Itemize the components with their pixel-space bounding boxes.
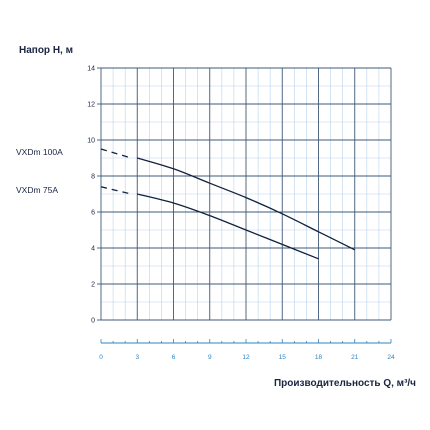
y-tick-label: 2 [91, 282, 95, 289]
series-1-dashed-start [100, 186, 132, 195]
x-tick-label: 18 [315, 354, 323, 361]
performance-curves [100, 148, 356, 260]
y-axis-title: Напор H, м [19, 45, 73, 56]
series-0-dashed-start [100, 148, 132, 159]
y-tick-label: 6 [91, 210, 95, 217]
series-0-label: VXDm 100A [16, 147, 63, 157]
x-axis-title: Производительность Q, м³/ч [274, 378, 416, 389]
x-tick-label: 15 [279, 354, 287, 361]
x-tick-label: 9 [208, 354, 212, 361]
series-1-label: VXDm 75A [16, 185, 58, 195]
series-1-curve [137, 193, 319, 260]
x-tick-label: 6 [172, 354, 176, 361]
y-tick-label: 0 [91, 318, 95, 325]
y-axis-ticks: 0 2 4 6 8 10 12 14 [87, 66, 101, 325]
y-tick-label: 4 [91, 246, 95, 253]
y-tick-label: 12 [87, 102, 95, 109]
x-tick-label: 12 [242, 354, 250, 361]
x-axis-scale: 0 3 6 9 12 15 18 21 24 [99, 339, 395, 361]
y-tick-label: 8 [91, 174, 95, 181]
y-tick-label: 10 [87, 138, 95, 145]
x-tick-label: 24 [387, 354, 395, 361]
x-tick-label: 3 [135, 354, 139, 361]
y-tick-label: 14 [87, 66, 95, 73]
series-0-curve [137, 157, 356, 251]
series-labels: VXDm 100A VXDm 75A [16, 147, 63, 195]
x-tick-label: 21 [351, 354, 359, 361]
x-tick-label: 0 [99, 354, 103, 361]
